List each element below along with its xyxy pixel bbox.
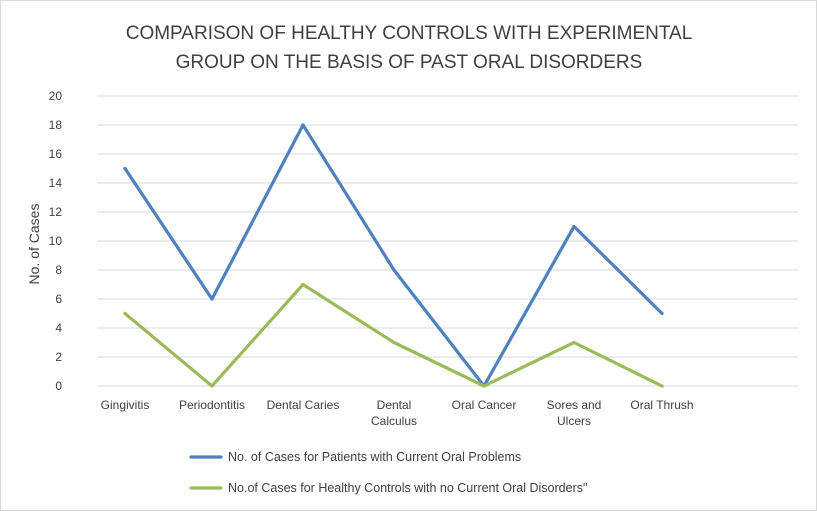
x-tick-label-line: Oral Cancer: [452, 398, 517, 412]
y-tick-label: 18: [49, 118, 63, 132]
data-point: [660, 311, 664, 316]
series-lines: [123, 123, 664, 388]
data-point: [123, 166, 127, 171]
x-tick-label: Oral Cancer: [452, 398, 517, 412]
y-tick-label: 6: [55, 292, 62, 306]
y-tick-label: 10: [49, 234, 63, 248]
x-tick-label-line: Sores and: [547, 398, 602, 412]
y-tick-label: 4: [55, 321, 62, 335]
x-tick-label: Dental Caries: [267, 398, 340, 412]
y-tick-label: 14: [49, 176, 63, 190]
data-point: [572, 340, 576, 345]
y-tick-label: 12: [49, 205, 63, 219]
y-tick-label: 2: [55, 350, 62, 364]
data-point: [301, 123, 305, 127]
legend-label-1: No. of Cases for Patients with Current O…: [228, 450, 521, 464]
x-tick-label: Gingivitis: [101, 398, 150, 412]
y-axis-label: No. of Cases: [26, 204, 42, 285]
chart-title-line-2: GROUP ON THE BASIS OF PAST ORAL DISORDER…: [176, 52, 643, 73]
chart-title: COMPARISON OF HEALTHY CONTROLS WITH EXPE…: [126, 23, 693, 73]
y-tick-label: 8: [55, 263, 62, 277]
data-point: [123, 311, 127, 316]
x-axis-ticks: Gingivitis Periodontitis Dental Caries Dent…: [101, 398, 694, 428]
y-axis-ticks: 0 2 4 6 8 10 12 14 16 18 20: [49, 89, 63, 393]
data-point: [482, 384, 486, 388]
y-tick-label: 0: [55, 379, 62, 393]
data-point: [660, 384, 664, 388]
x-tick-label-line: Gingivitis: [101, 398, 150, 412]
series-line-2: [123, 282, 664, 388]
y-tick-label: 16: [49, 147, 63, 161]
x-tick-label-line: Dental Caries: [267, 398, 340, 412]
x-tick-label: Periodontitis: [179, 398, 245, 412]
data-point: [572, 224, 576, 229]
x-tick-label: Oral Thrush: [630, 398, 693, 412]
x-tick-label: Sores and Ulcers: [547, 398, 602, 428]
data-point: [210, 297, 214, 301]
x-tick-label-line: Calculus: [371, 414, 417, 428]
x-tick-label-line: Ulcers: [557, 414, 591, 428]
data-point: [392, 268, 396, 272]
legend: No. of Cases for Patients with Current O…: [189, 450, 587, 495]
x-tick-label-line: Dental: [377, 398, 412, 412]
gridlines: [97, 95, 798, 387]
data-point: [392, 340, 396, 345]
chart-title-line-1: COMPARISON OF HEALTHY CONTROLS WITH EXPE…: [126, 23, 693, 44]
data-point: [210, 384, 214, 388]
y-tick-label: 20: [49, 89, 63, 103]
x-tick-label-line: Oral Thrush: [630, 398, 693, 412]
data-point: [301, 282, 305, 287]
x-tick-label-line: Periodontitis: [179, 398, 245, 412]
legend-label-2: No.of Cases for Healthy Controls with no…: [228, 481, 587, 495]
x-tick-label: Dental Calculus: [371, 398, 417, 428]
